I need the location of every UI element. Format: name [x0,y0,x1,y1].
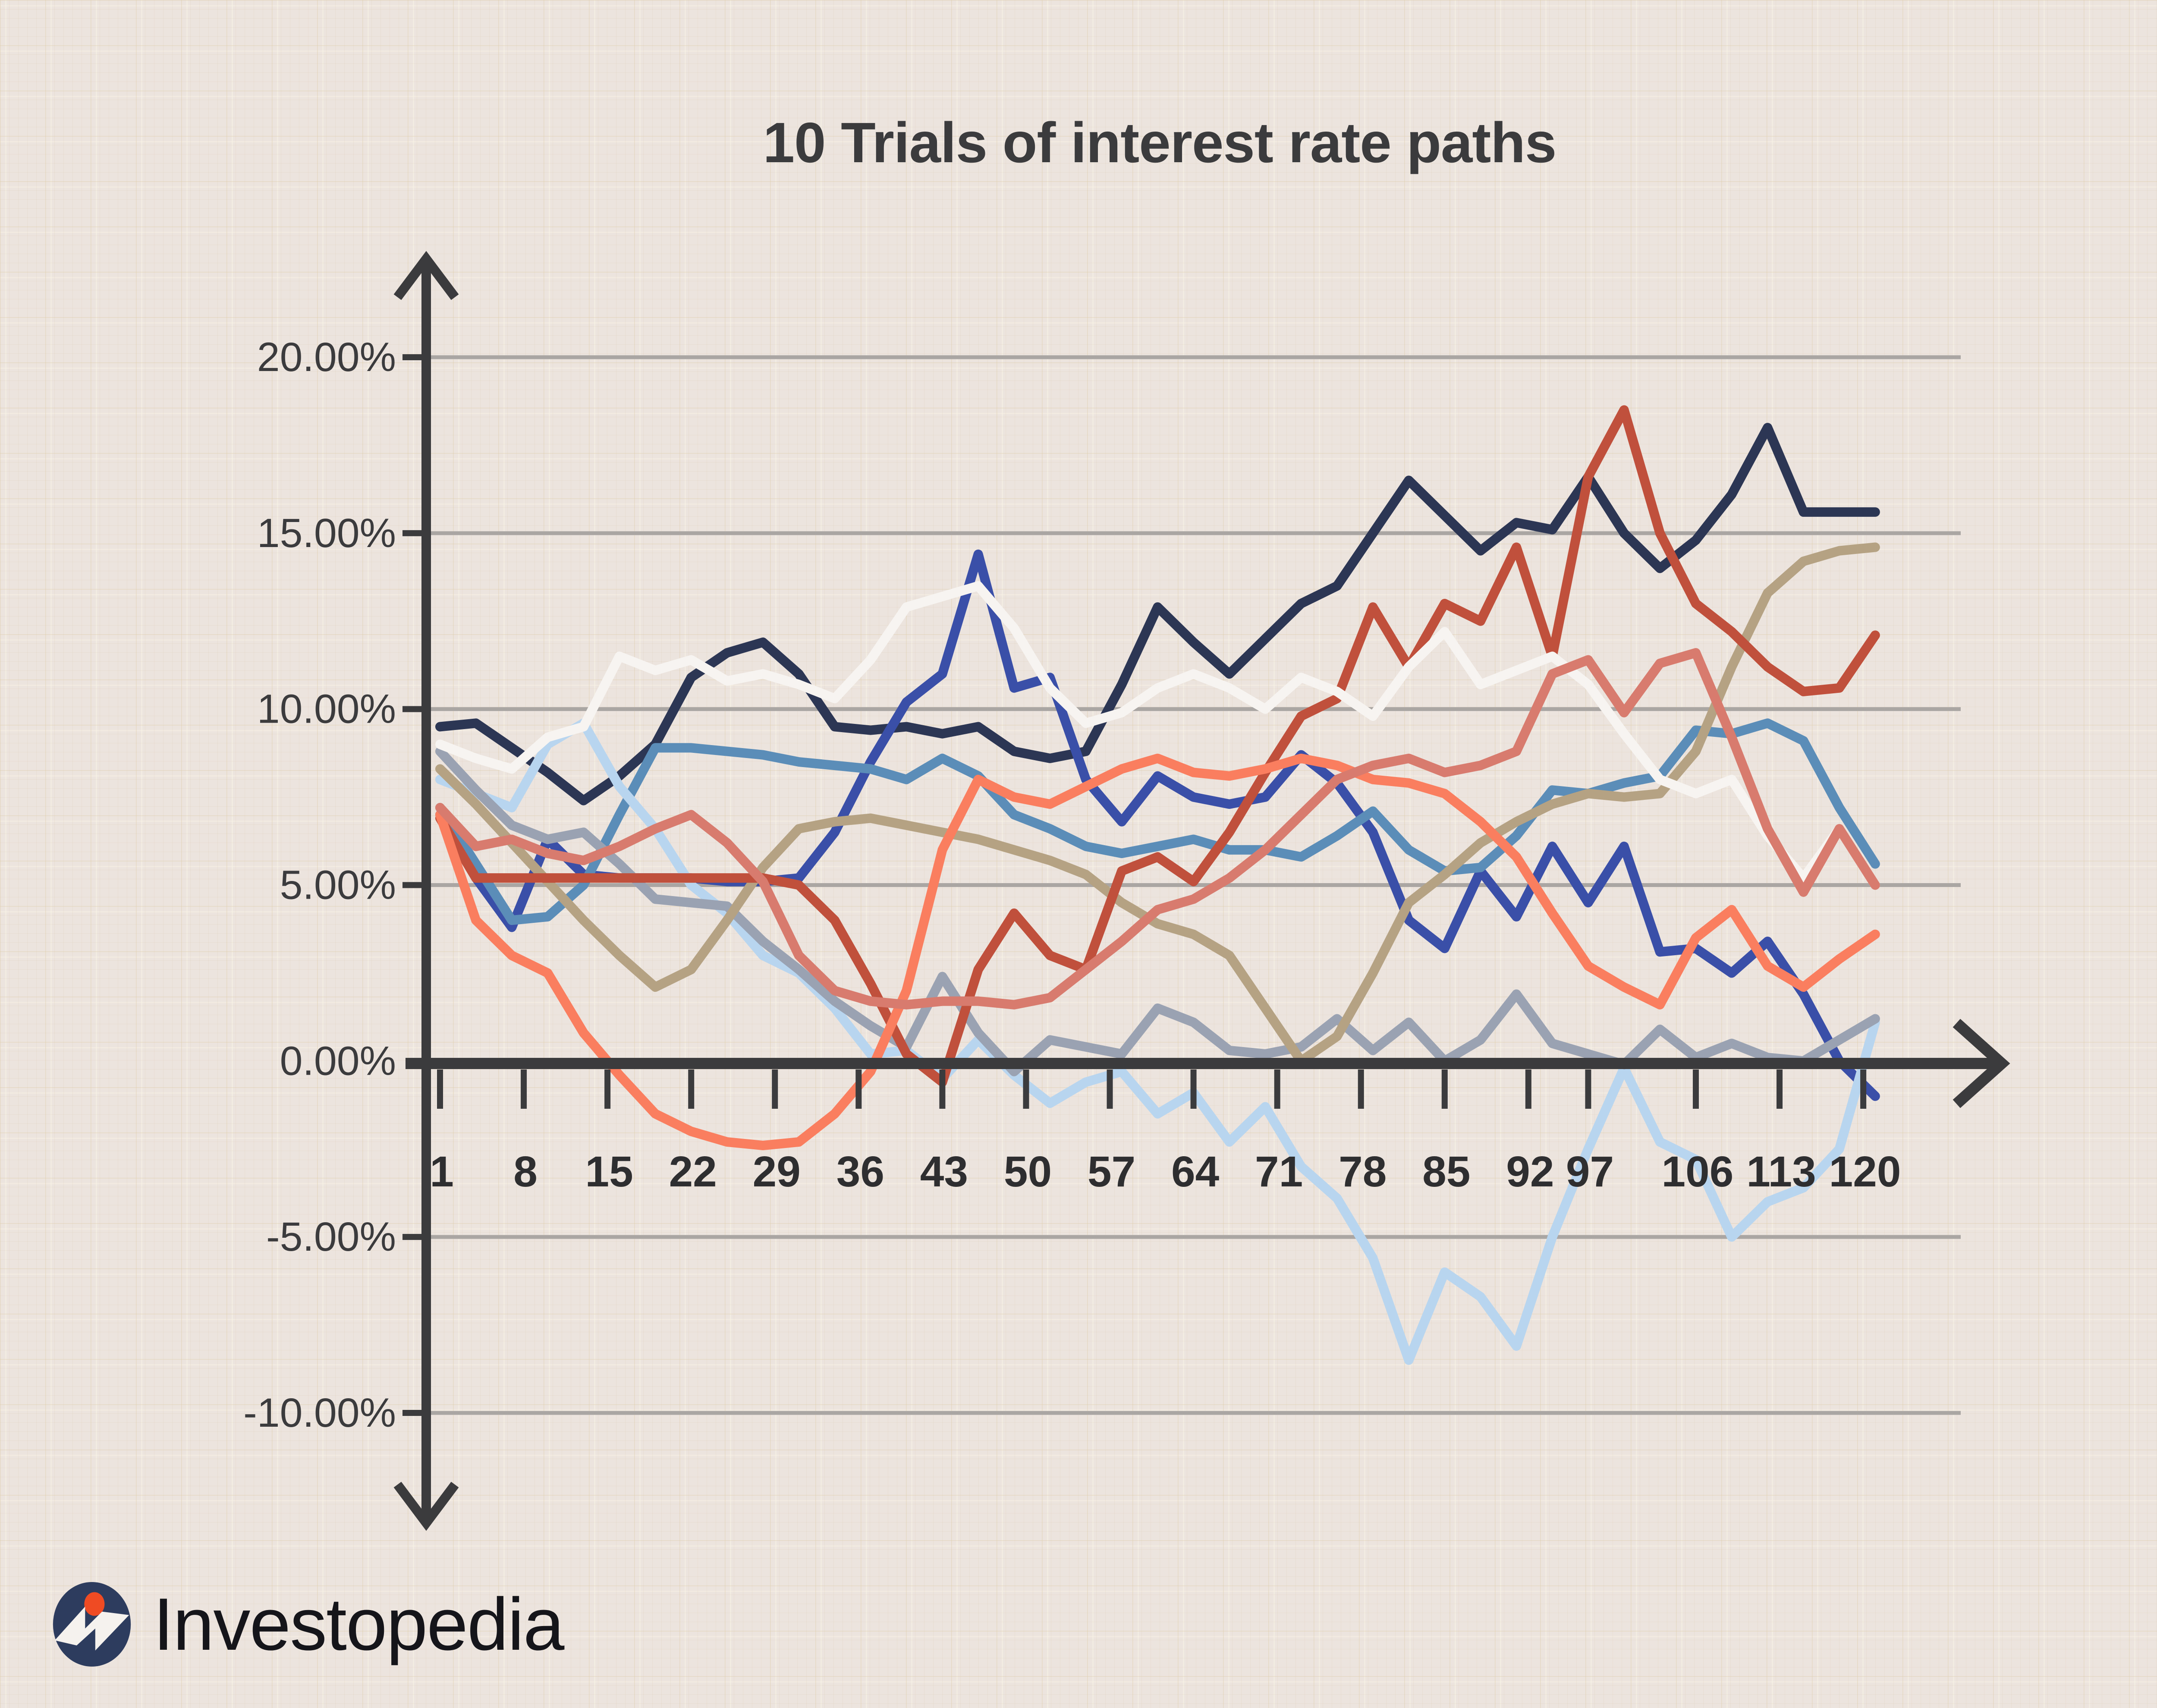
y-tick-label-5: -5.00% [266,1214,396,1260]
x-tick-label-22: 22 [669,1148,717,1196]
x-tick-label-71: 71 [1255,1148,1303,1196]
series-line-6 [435,542,1880,1066]
series-lines-group [435,405,1880,1365]
y-tick-label-0: 20.00% [257,334,396,380]
x-tick-marks-group [437,1069,1867,1109]
series-line-7 [435,405,1880,1087]
y-tick-label-1: 15.00% [257,510,396,556]
y-tick-label-3: 5.00% [280,862,396,908]
series-line-9 [435,581,1880,890]
x-axis-tick-labels: 1 8 15 22 29 36 43 50 57 64 71 78 85 92 97 106 113 120 [430,1148,1901,1196]
x-tick-label-1: 1 [430,1148,454,1196]
chart-title: 10 Trials of interest rate paths [763,111,1557,174]
x-tick-label-64: 64 [1171,1148,1220,1196]
x-tick-label-43: 43 [920,1148,968,1196]
investopedia-wordmark: Investopedia [153,1583,564,1666]
x-tick-label-57: 57 [1088,1148,1135,1196]
x-tick-label-78: 78 [1339,1148,1387,1196]
x-tick-label-29: 29 [753,1148,801,1196]
x-tick-label-92: 92 [1506,1148,1554,1196]
series-line-8 [435,753,1880,1151]
x-tick-label-106: 106 [1662,1148,1734,1196]
x-tick-label-97: 97 [1566,1148,1614,1196]
x-tick-label-50: 50 [1004,1148,1052,1196]
y-axis-tick-labels: 20.00% 15.00% 10.00% 5.00% 0.00% -5.00% -10.00… [243,334,428,1436]
y-tick-label-4: 0.00% [280,1038,396,1084]
axes-group [393,251,2010,1531]
x-tick-label-120: 120 [1829,1148,1901,1196]
series-line-4 [435,718,1880,1365]
investopedia-mark-icon [53,1582,131,1667]
y-tick-label-2: 10.00% [257,686,396,732]
x-tick-label-36: 36 [836,1148,884,1196]
x-tick-label-15: 15 [585,1148,633,1196]
series-line-1 [435,423,1880,805]
x-tick-label-85: 85 [1422,1148,1470,1196]
x-tick-label-8: 8 [513,1148,538,1196]
series-line-10 [435,648,1880,1010]
y-tick-label-6: -10.00% [243,1390,396,1436]
x-tick-label-113: 113 [1746,1148,1816,1196]
investopedia-logo[interactable]: Investopedia [50,1581,564,1667]
series-line-3 [435,718,1880,925]
series-line-5 [435,746,1880,1076]
